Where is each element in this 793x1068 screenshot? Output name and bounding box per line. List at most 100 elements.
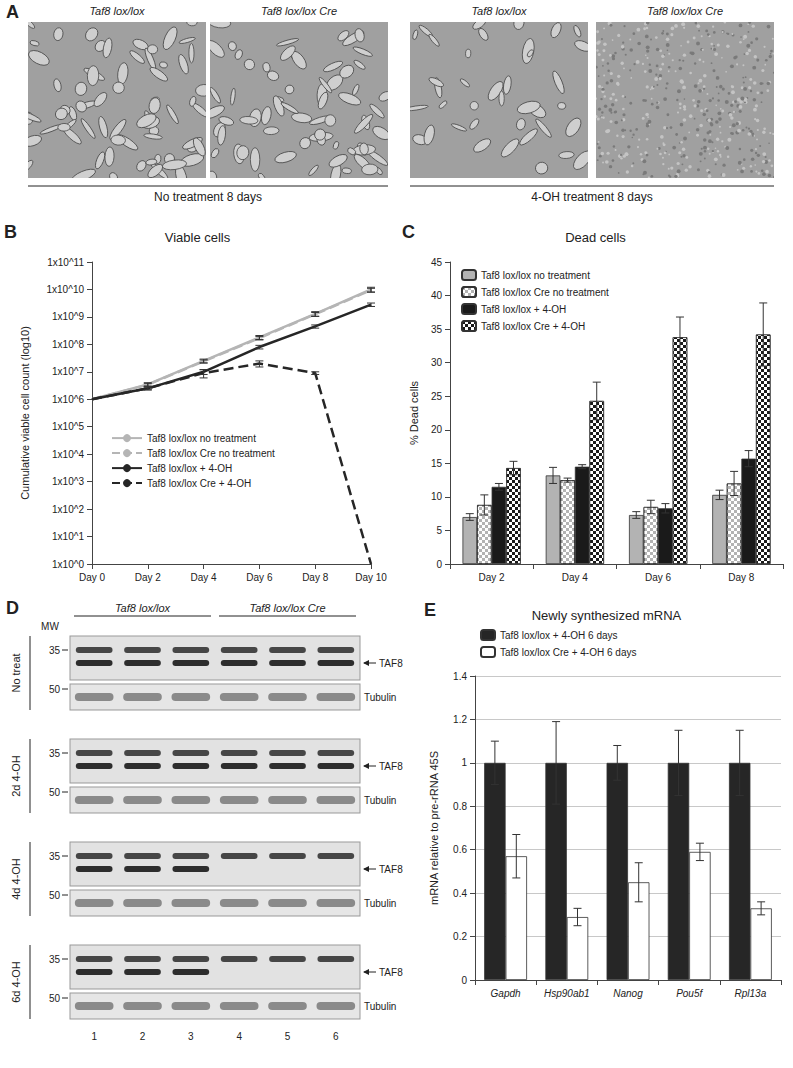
svg-text:Taf8 lox/lox: Taf8 lox/lox	[115, 602, 171, 614]
svg-text:2: 2	[140, 1031, 146, 1042]
svg-text:20: 20	[431, 424, 443, 435]
svg-text:50: 50	[49, 890, 61, 901]
svg-text:D: D	[6, 598, 19, 618]
svg-text:45: 45	[431, 257, 443, 268]
svg-text:30: 30	[431, 357, 443, 368]
svg-text:No treat: No treat	[10, 653, 22, 692]
svg-text:4: 4	[236, 1031, 242, 1042]
svg-text:Viable cells: Viable cells	[165, 230, 231, 245]
svg-text:Taf8 lox/lox: Taf8 lox/lox	[471, 5, 527, 17]
svg-text:1x10^3: 1x10^3	[52, 476, 84, 487]
svg-text:4-OH treatment 8 days: 4-OH treatment 8 days	[531, 190, 652, 204]
svg-text:Dead cells: Dead cells	[565, 230, 626, 245]
svg-text:50: 50	[49, 993, 61, 1004]
svg-text:TAF8: TAF8	[379, 658, 403, 669]
svg-text:Taf8 lox/lox + 4-OH 6 days: Taf8 lox/lox + 4-OH 6 days	[500, 630, 618, 641]
svg-text:Nanog: Nanog	[613, 988, 643, 999]
svg-text:Gapdh: Gapdh	[491, 988, 521, 999]
svg-text:Day 6: Day 6	[645, 572, 672, 583]
svg-text:TAF8: TAF8	[379, 967, 403, 978]
svg-text:Day 4: Day 4	[562, 572, 589, 583]
svg-text:Day 8: Day 8	[302, 572, 329, 583]
svg-text:Tubulin: Tubulin	[364, 692, 396, 703]
svg-text:1x10^7: 1x10^7	[52, 366, 84, 377]
svg-text:1: 1	[461, 757, 467, 768]
svg-text:No treatment 8 days: No treatment 8 days	[154, 190, 262, 204]
svg-text:1x10^4: 1x10^4	[52, 449, 84, 460]
svg-text:5: 5	[285, 1031, 291, 1042]
svg-text:Day 6: Day 6	[246, 572, 273, 583]
svg-text:6: 6	[333, 1031, 339, 1042]
svg-text:35: 35	[49, 748, 61, 759]
svg-text:Day 10: Day 10	[355, 572, 387, 583]
svg-text:50: 50	[49, 787, 61, 798]
svg-text:Tubulin: Tubulin	[364, 898, 396, 909]
svg-text:% Dead cells: % Dead cells	[408, 380, 420, 445]
svg-text:Taf8 lox/lox no treatment: Taf8 lox/lox no treatment	[147, 433, 256, 444]
svg-text:Taf8 lox/lox Cre + 4-OH: Taf8 lox/lox Cre + 4-OH	[147, 478, 251, 489]
svg-text:Pou5f: Pou5f	[676, 988, 703, 999]
svg-text:TAF8: TAF8	[379, 864, 403, 875]
svg-text:35: 35	[49, 851, 61, 862]
html-text:B: B	[4, 222, 17, 242]
svg-text:0.2: 0.2	[453, 931, 467, 942]
svg-text:Taf8 lox/lox Cre + 4-OH 6 days: Taf8 lox/lox Cre + 4-OH 6 days	[500, 647, 636, 658]
svg-text:1x10^0: 1x10^0	[52, 559, 84, 570]
svg-text:1x10^11: 1x10^11	[47, 257, 84, 268]
svg-text:Cumulative viable cell count (: Cumulative viable cell count (log10)	[19, 326, 31, 500]
svg-text:4d 4-OH: 4d 4-OH	[10, 858, 22, 900]
svg-text:40: 40	[431, 290, 443, 301]
svg-text:Tubulin: Tubulin	[364, 1001, 396, 1012]
svg-text:Hsp90ab1: Hsp90ab1	[544, 988, 590, 999]
svg-text:Taf8 lox/lox Cre no treatment: Taf8 lox/lox Cre no treatment	[481, 287, 609, 298]
html-text:C: C	[402, 222, 415, 242]
svg-text:Day 0: Day 0	[79, 572, 106, 583]
svg-text:0: 0	[461, 975, 467, 986]
svg-text:2d 4-OH: 2d 4-OH	[10, 755, 22, 797]
svg-text:3: 3	[188, 1031, 194, 1042]
svg-text:mRNA relative to pre-rRNA 45S: mRNA relative to pre-rRNA 45S	[428, 751, 440, 905]
svg-text:15: 15	[431, 458, 443, 469]
svg-text:TAF8: TAF8	[379, 761, 403, 772]
svg-text:0: 0	[436, 559, 442, 570]
svg-text:1x10^6: 1x10^6	[52, 394, 84, 405]
svg-text:1x10^5: 1x10^5	[52, 421, 84, 432]
svg-text:0.6: 0.6	[453, 844, 467, 855]
svg-text:1x10^9: 1x10^9	[52, 311, 84, 322]
svg-text:Taf8 lox/lox Cre no treatment: Taf8 lox/lox Cre no treatment	[147, 448, 275, 459]
svg-text:A: A	[6, 2, 19, 22]
svg-text:Day 8: Day 8	[728, 572, 755, 583]
svg-text:1.4: 1.4	[453, 671, 467, 682]
svg-text:Newly synthesized mRNA: Newly synthesized mRNA	[532, 608, 682, 623]
svg-text:Taf8 lox/lox Cre: Taf8 lox/lox Cre	[249, 602, 325, 614]
svg-text:10: 10	[431, 491, 443, 502]
svg-text:MW: MW	[41, 621, 59, 632]
svg-text:Day 2: Day 2	[479, 572, 506, 583]
svg-text:1x10^8: 1x10^8	[52, 339, 84, 350]
svg-text:Taf8 lox/lox + 4-OH: Taf8 lox/lox + 4-OH	[147, 463, 232, 474]
svg-text:Day 4: Day 4	[191, 572, 218, 583]
svg-text:Taf8 lox/lox Cre: Taf8 lox/lox Cre	[261, 5, 337, 17]
svg-text:Tubulin: Tubulin	[364, 795, 396, 806]
svg-text:35: 35	[431, 324, 443, 335]
svg-text:Taf8 lox/lox Cre: Taf8 lox/lox Cre	[647, 5, 723, 17]
svg-text:5: 5	[436, 525, 442, 536]
svg-text:1.2: 1.2	[453, 714, 467, 725]
svg-text:1x10^10: 1x10^10	[47, 284, 85, 295]
svg-text:6d 4-OH: 6d 4-OH	[10, 961, 22, 1003]
svg-text:1x10^1: 1x10^1	[52, 531, 84, 542]
svg-text:Taf8 lox/lox + 4-OH: Taf8 lox/lox + 4-OH	[481, 304, 566, 315]
svg-text:50: 50	[49, 684, 61, 695]
svg-text:0.4: 0.4	[453, 888, 467, 899]
svg-text:1: 1	[91, 1031, 97, 1042]
svg-text:Taf8 lox/lox: Taf8 lox/lox	[89, 5, 145, 17]
svg-text:35: 35	[49, 645, 61, 656]
svg-text:Taf8 lox/lox Cre + 4-OH: Taf8 lox/lox Cre + 4-OH	[481, 321, 585, 332]
svg-text:Rpl13a: Rpl13a	[735, 988, 767, 999]
svg-text:0.8: 0.8	[453, 801, 467, 812]
svg-text:25: 25	[431, 391, 443, 402]
svg-text:Day 2: Day 2	[135, 572, 162, 583]
svg-text:35: 35	[49, 954, 61, 965]
svg-text:Taf8 lox/lox no treatment: Taf8 lox/lox no treatment	[481, 270, 590, 281]
svg-text:1x10^2: 1x10^2	[52, 504, 84, 515]
